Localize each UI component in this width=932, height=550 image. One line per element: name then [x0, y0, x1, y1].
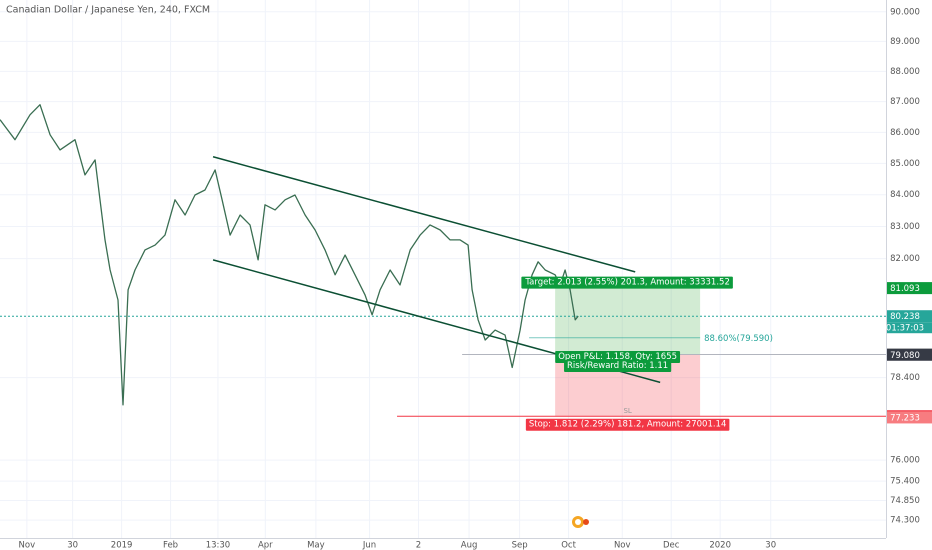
logo [572, 516, 589, 528]
rr-label-bg [564, 359, 672, 372]
y-tick-label: 82.000 [890, 254, 920, 264]
price-label: 81.093 [890, 284, 920, 294]
y-tick-label: 74.850 [890, 496, 920, 506]
x-tick-label: 2 [416, 541, 421, 550]
y-tick-label: 74.300 [890, 516, 920, 526]
chart-title: Canadian Dollar / Japanese Yen, 240, FXC… [6, 5, 210, 16]
rr-label: Risk/Reward Ratio: 1.11 [567, 361, 668, 371]
x-tick-label: Jun [362, 541, 376, 550]
pnl-label: Open P&L: 1.158, Qty: 1655 [558, 352, 677, 362]
x-tick-label: Aug [461, 541, 478, 550]
stop-label: Stop: 1.812 (2.29%) 181.2, Amount: 27001… [529, 420, 727, 430]
x-tick-label: 2019 [111, 541, 133, 550]
sl-label: SL [623, 407, 631, 415]
price-label: 79.080 [890, 351, 920, 361]
target-label-bg [521, 276, 733, 289]
x-tick-label: Apr [258, 541, 273, 550]
y-tick-label: 88.000 [890, 67, 920, 77]
price-label-box [887, 411, 932, 424]
x-tick-label: 30 [67, 541, 78, 550]
fib-label: 88.60%(79.590) [704, 334, 773, 344]
price-label: 77.233 [890, 413, 920, 423]
stop-label-bg [525, 418, 730, 431]
x-tick-label: 13:30 [206, 541, 231, 550]
x-tick-label: May [307, 541, 325, 550]
y-tick-label: 76.000 [890, 456, 920, 466]
target-label: Target: 2.013 (2.55%) 201.3, Amount: 333… [524, 278, 730, 288]
price-label-box [887, 310, 932, 323]
x-tick-label: 30 [765, 541, 776, 550]
trend-line [212, 156, 636, 273]
y-tick-label: 83.000 [890, 222, 920, 232]
grid [0, 0, 886, 538]
countdown-box [887, 322, 932, 334]
x-tick-label: Dec [663, 541, 680, 550]
price-line [0, 104, 579, 406]
y-tick-label: 85.000 [890, 159, 920, 169]
price-label-box [887, 282, 932, 295]
y-tick-label: 89.000 [890, 37, 920, 47]
axes: 90.000 89.000 88.000 87.000 86.000 85.000 84.0… [19, 7, 932, 550]
x-tick-label: Nov [614, 541, 631, 550]
y-tick-label: 90.000 [890, 7, 920, 17]
plot: 88.60%(79.590) Target: 2.013 (2.55%) 201.… [0, 104, 886, 431]
price-label-box [887, 348, 932, 361]
y-tick-label: 75.400 [890, 477, 920, 487]
y-tick-label: 86.000 [890, 128, 920, 138]
x-tick-label: Feb [163, 541, 178, 550]
countdown: 01:37:03 [886, 324, 924, 334]
x-tick-label: Nov [19, 541, 36, 550]
y-tick-label: 87.000 [890, 97, 920, 107]
x-tick-label: Sep [512, 541, 528, 550]
x-tick-label: 2020 [709, 541, 731, 550]
price-label: 80.238 [890, 312, 920, 322]
y-tick-label: 84.000 [890, 190, 920, 200]
target-zone [555, 288, 701, 355]
y-tick-label: 78.400 [890, 373, 920, 383]
x-tick-label: Oct [561, 541, 576, 550]
